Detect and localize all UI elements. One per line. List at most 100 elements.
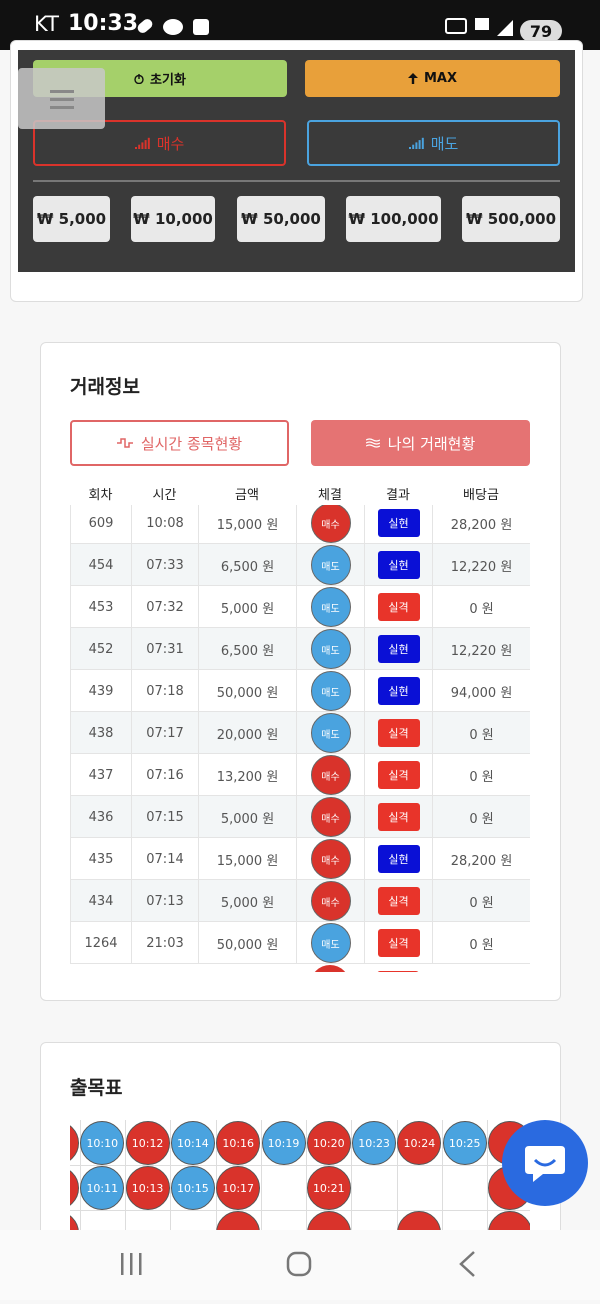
result-label: 실현 <box>388 643 409 656</box>
table-row: 609 10:08 15,000 원 매수 실현 28,200 원 <box>70 505 530 544</box>
table-cell: 438 <box>70 712 131 754</box>
cell-text: 454 <box>88 557 114 573</box>
result-badge: 실격 <box>377 593 420 621</box>
side-label: 매도 <box>321 939 340 951</box>
amount-button[interactable]: ₩ 500,000 <box>462 196 560 242</box>
side-circle: 매도 <box>310 923 351 963</box>
result-label: 실현 <box>388 517 409 530</box>
nav-bar <box>0 1230 600 1300</box>
table-cell: 매도 <box>296 586 364 628</box>
cell-text: 20,000 원 <box>216 727 279 743</box>
amount-button[interactable]: ₩ 10,000 <box>131 196 215 242</box>
side-circle: 매수 <box>310 505 351 543</box>
table-cell: 07:16 <box>131 754 198 796</box>
cell-text: 438 <box>88 725 114 741</box>
tab-live[interactable]: 실시간 종목현황 <box>70 420 289 466</box>
cell-text: 10:08 <box>146 515 184 531</box>
cell-text: 21:03 <box>146 935 184 951</box>
table-row: 1264 21:03 50,000 원 매도 실격 0 원 <box>70 922 530 964</box>
table-cell: 실격 <box>364 754 432 796</box>
table-header: 체결 <box>318 487 342 503</box>
menu-button[interactable] <box>18 68 105 129</box>
table-cell: 439 <box>70 670 131 712</box>
cell-text: 452 <box>88 641 114 657</box>
cell-text: 15,000 원 <box>216 853 279 869</box>
icon <box>365 438 380 448</box>
table-cell: 07:17 <box>131 712 198 754</box>
table-row <box>70 964 530 972</box>
result-badge: 실현 <box>377 509 420 537</box>
table-cell: 07:18 <box>131 670 198 712</box>
table-cell: 5,000 원 <box>198 796 296 838</box>
result-label: 실격 <box>388 601 409 614</box>
chat-button[interactable] <box>502 1120 588 1206</box>
bead-label: 10:10 <box>86 1136 119 1150</box>
side-circle: 매도 <box>310 671 351 711</box>
bead-grid: 10:10 10:11 10:12 10:13 10:14 10:15 10:16 10:17… <box>70 1120 530 1235</box>
bead-label: 10:25 <box>448 1136 481 1150</box>
table-cell: 실격 <box>364 712 432 754</box>
grid-line <box>79 1120 81 1235</box>
cell-text: 13,200 원 <box>216 769 279 785</box>
table-cell: 50,000 원 <box>198 670 296 712</box>
table-cell: 07:33 <box>131 544 198 586</box>
battery-level: 79 <box>529 21 553 41</box>
table-cell: 436 <box>70 796 131 838</box>
bead: 10:24 <box>397 1121 442 1165</box>
amount-button[interactable]: ₩ 50,000 <box>237 196 325 242</box>
amount-button[interactable]: ₩ 5,000 <box>33 196 110 242</box>
table-cell: 6,500 원 <box>198 544 296 586</box>
result-badge: 실격 <box>377 887 420 915</box>
cell-text: 12,220 원 <box>450 559 513 575</box>
cell-text: 07:31 <box>146 641 184 657</box>
sell-button[interactable]: 매도 <box>307 120 560 166</box>
side-circle: 매도 <box>310 629 351 669</box>
cell-text: 5,000 원 <box>220 895 275 911</box>
table-cell: 20,000 원 <box>198 712 296 754</box>
bead: 10:17 <box>216 1166 261 1210</box>
table-cell: 50,000 원 <box>198 922 296 964</box>
grid-line <box>260 1120 262 1235</box>
tab-mine[interactable]: 나의 거래현황 <box>311 420 530 466</box>
grid-line <box>170 1120 172 1235</box>
bead-label: 10:20 <box>312 1136 345 1150</box>
result-badge: 실격 <box>377 719 420 747</box>
cell-text: 15,000 원 <box>216 517 279 533</box>
table-cell: 실현 <box>364 544 432 586</box>
reset-button-label: 초기화 <box>150 73 186 88</box>
table-row: 434 07:13 5,000 원 매수 실격 0 원 <box>70 880 530 922</box>
table-row: 435 07:14 15,000 원 매수 실현 28,200 원 <box>70 838 530 880</box>
table-cell: 실격 <box>364 796 432 838</box>
grid-line <box>70 1210 530 1211</box>
icon <box>407 73 418 84</box>
cell-text: 12,220 원 <box>450 643 513 659</box>
cell-text: 07:32 <box>146 599 184 615</box>
side-circle: 매도 <box>310 545 351 585</box>
cell-text: 6,500 원 <box>220 643 275 659</box>
cell-text: 07:17 <box>146 725 184 741</box>
carrier: KT <box>34 12 59 36</box>
table-cell: 실격 <box>364 880 432 922</box>
side-circle <box>310 965 350 972</box>
side-label: 매수 <box>321 897 340 909</box>
cell-text: 07:14 <box>146 851 184 867</box>
cell-text: 0 원 <box>469 727 494 743</box>
cell-text: 0 원 <box>469 895 494 911</box>
table-cell: 07:14 <box>131 838 198 880</box>
cell-text: 434 <box>88 893 114 909</box>
grid-line <box>396 1120 398 1235</box>
result-badge: 실격 <box>377 929 420 957</box>
amount-label: ₩ 50,000 <box>241 210 321 228</box>
result-label: 실격 <box>388 769 409 782</box>
side-label: 매도 <box>321 603 340 615</box>
buy-button[interactable]: 매수 <box>33 120 286 166</box>
bead: 10:20 <box>306 1121 351 1165</box>
bead-label: 10:24 <box>403 1136 436 1150</box>
table-cell: 0 원 <box>432 712 530 754</box>
max-button[interactable]: MAX <box>305 60 560 97</box>
bead-label: 10:11 <box>86 1181 119 1195</box>
cell-text: 609 <box>88 515 114 531</box>
amount-button[interactable]: ₩ 100,000 <box>346 196 441 242</box>
icon <box>134 137 151 149</box>
cell-text: 0 원 <box>469 601 494 617</box>
